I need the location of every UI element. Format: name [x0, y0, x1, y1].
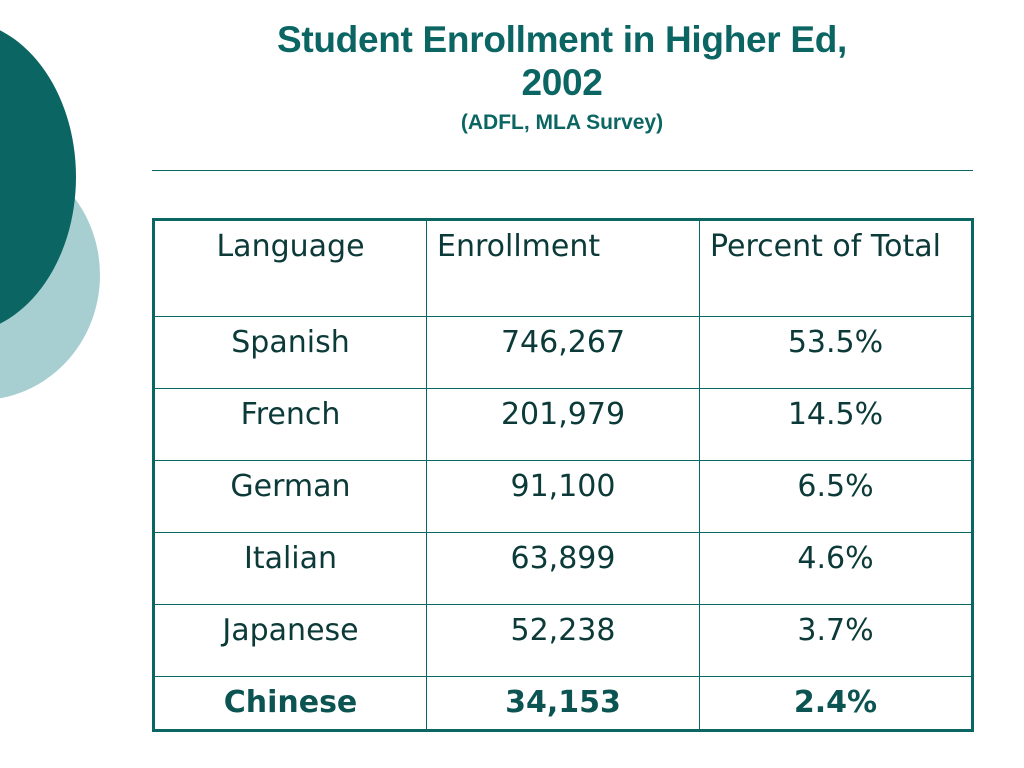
cell-language: Chinese: [153, 676, 427, 731]
cell-enrollment: 91,100: [426, 460, 700, 533]
cell-percent: 14.5%: [699, 388, 973, 461]
header-percent: Percent of Total: [699, 219, 973, 317]
cell-enrollment: 52,238: [426, 604, 700, 677]
cell-enrollment: 201,979: [426, 388, 700, 461]
table-row: Italian 63,899 4.6%: [153, 532, 973, 605]
table-row: Japanese 52,238 3.7%: [153, 604, 973, 677]
slide-title-line-1: Student Enrollment in Higher Ed,: [276, 19, 848, 60]
header-enrollment: Enrollment: [426, 219, 700, 317]
slide-subtitle: (ADFL, MLA Survey): [460, 111, 664, 134]
cell-percent: 2.4%: [699, 676, 973, 731]
title-divider: [152, 170, 973, 171]
cell-percent: 4.6%: [699, 532, 973, 605]
table-row: German 91,100 6.5%: [153, 460, 973, 533]
cell-enrollment: 63,899: [426, 532, 700, 605]
slide-title-block: Student Enrollment in Higher Ed, 2002 (A…: [150, 18, 974, 136]
cell-percent: 6.5%: [699, 460, 973, 533]
table-row-highlighted: Chinese 34,153 2.4%: [153, 676, 973, 731]
header-language: Language: [153, 219, 427, 317]
cell-language: Italian: [153, 532, 427, 605]
cell-percent: 3.7%: [699, 604, 973, 677]
table-row: Spanish 746,267 53.5%: [153, 316, 973, 389]
cell-language: German: [153, 460, 427, 533]
enrollment-table: Language Enrollment Percent of Total Spa…: [152, 218, 974, 732]
slide-title-line-2: 2002: [521, 62, 603, 103]
table-header-row: Language Enrollment Percent of Total: [153, 219, 973, 317]
table-row: French 201,979 14.5%: [153, 388, 973, 461]
cell-language: French: [153, 388, 427, 461]
cell-enrollment: 34,153: [426, 676, 700, 731]
cell-percent: 53.5%: [699, 316, 973, 389]
cell-language: Spanish: [153, 316, 427, 389]
cell-language: Japanese: [153, 604, 427, 677]
cell-enrollment: 746,267: [426, 316, 700, 389]
